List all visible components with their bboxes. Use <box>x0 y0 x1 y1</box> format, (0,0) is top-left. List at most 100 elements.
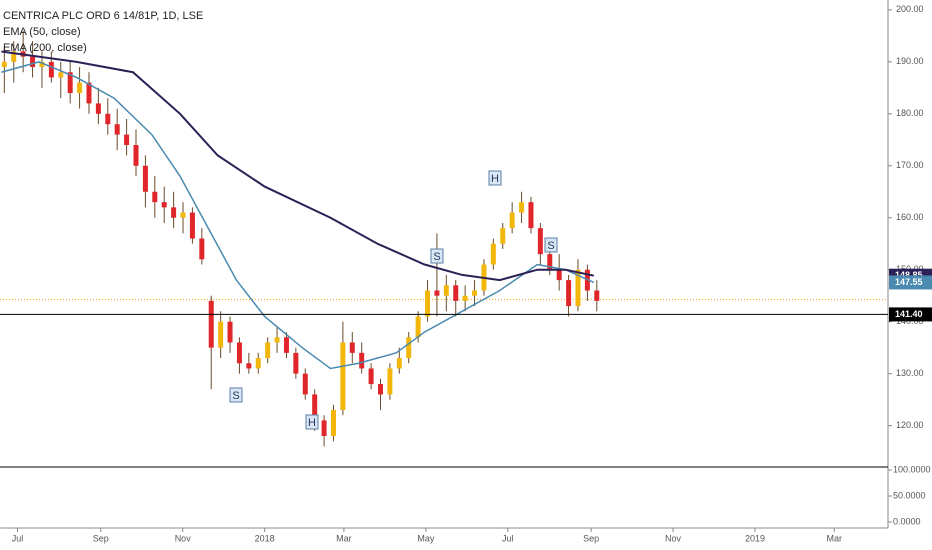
x-tick-label: Mar <box>827 533 843 543</box>
candle-body <box>556 269 562 281</box>
candle-body <box>472 290 478 296</box>
candle-body <box>95 103 101 114</box>
annotation-label: H <box>308 417 316 429</box>
candle-body <box>142 165 148 192</box>
x-tick-label: Mar <box>336 533 352 543</box>
candle-body <box>321 420 327 437</box>
annotation-label: S <box>232 390 239 402</box>
candle-body <box>425 290 431 317</box>
y-tick-label: 180.00 <box>896 108 924 118</box>
candle-body <box>283 337 289 353</box>
ema-line <box>1 50 594 282</box>
price-label-box <box>889 275 932 290</box>
candle-body <box>443 285 449 296</box>
x-tick-label: Sep <box>583 533 599 543</box>
candle-body <box>77 82 83 94</box>
x-tick-label: 2019 <box>745 533 765 543</box>
annotation-label: S <box>433 251 440 263</box>
y-tick-label: 190.00 <box>896 56 924 66</box>
candle-body <box>490 243 496 265</box>
candle-body <box>86 82 92 104</box>
candle-body <box>462 295 468 301</box>
candle-body <box>302 373 308 395</box>
candle-body <box>189 212 195 239</box>
x-tick-label: 2018 <box>255 533 275 543</box>
candle-body <box>180 212 186 218</box>
x-tick-label: Nov <box>175 533 192 543</box>
x-tick-label: Nov <box>665 533 682 543</box>
candle-body <box>255 358 261 369</box>
price-label: 141.40 <box>895 309 923 319</box>
candle-body <box>453 285 459 301</box>
candle-body <box>500 228 506 244</box>
candle-body <box>330 410 336 437</box>
candle-body <box>1 61 7 68</box>
y2-tick-label: 0.0000 <box>893 516 921 526</box>
candle-body <box>48 61 54 78</box>
candle-body <box>265 342 271 359</box>
annotation-label: S <box>547 240 554 252</box>
chart-title: CENTRICA PLC ORD 6 14/81P, 1D, LSE <box>3 10 203 22</box>
candle-body <box>528 202 534 229</box>
legend-entry: EMA (200, close) <box>3 42 87 54</box>
x-tick-label: Jul <box>502 533 514 543</box>
candle-body <box>312 394 318 421</box>
x-tick-label: Jul <box>12 533 24 543</box>
candle-body <box>133 144 139 166</box>
candle-body <box>246 363 252 369</box>
candle-body <box>368 368 374 385</box>
candle-body <box>58 72 64 78</box>
candle-body <box>349 342 355 353</box>
price-label-box <box>889 307 932 322</box>
legend-entry: EMA (50, close) <box>3 26 81 38</box>
annotation-box <box>305 414 319 430</box>
y2-tick-label: 50.0000 <box>893 490 926 500</box>
annotation-box <box>488 170 502 186</box>
ema-line <box>1 61 595 370</box>
candle-body <box>152 191 158 203</box>
price-label: 147.55 <box>895 277 923 287</box>
candle-body <box>575 269 581 307</box>
y-tick-label: 120.00 <box>896 420 924 430</box>
candle-body <box>434 290 440 296</box>
candle-body <box>406 337 412 359</box>
candle-body <box>227 321 233 343</box>
candle-body <box>199 238 205 260</box>
candle-body <box>30 56 36 68</box>
y-tick-label: 200.00 <box>896 4 924 14</box>
candle-body <box>415 316 421 338</box>
x-tick-label: Sep <box>93 533 109 543</box>
candle-body <box>547 254 553 270</box>
candle-body <box>11 51 17 62</box>
y2-tick-label: 100.0000 <box>893 464 931 474</box>
price-label: 148.85 <box>895 270 923 280</box>
plot-area: S H S H S <box>0 30 888 468</box>
candle-body <box>236 342 242 364</box>
candle-body <box>114 124 120 135</box>
candle-body <box>39 61 45 68</box>
candle-body <box>359 352 365 369</box>
annotation-label: H <box>491 173 499 185</box>
candle-body <box>519 202 525 213</box>
annotation-box <box>544 237 558 253</box>
candle-body <box>396 358 402 369</box>
candle-body <box>161 202 167 208</box>
candle-body <box>274 337 280 343</box>
y-tick-label: 160.00 <box>896 212 924 222</box>
candle-body <box>594 290 600 301</box>
candle-body <box>566 280 572 307</box>
candle-body <box>537 228 543 255</box>
candle-body <box>387 368 393 395</box>
candle-body <box>509 212 515 229</box>
y-tick-label: 130.00 <box>896 368 924 378</box>
candle-body <box>378 384 384 395</box>
candle-body <box>67 72 73 94</box>
x-tick-label: May <box>417 533 435 543</box>
candle-body <box>293 352 299 374</box>
y-tick-label: 170.00 <box>896 160 924 170</box>
annotation-box <box>229 387 243 403</box>
annotation-box <box>430 248 444 264</box>
candle-body <box>340 342 346 411</box>
candle-body <box>208 300 214 348</box>
